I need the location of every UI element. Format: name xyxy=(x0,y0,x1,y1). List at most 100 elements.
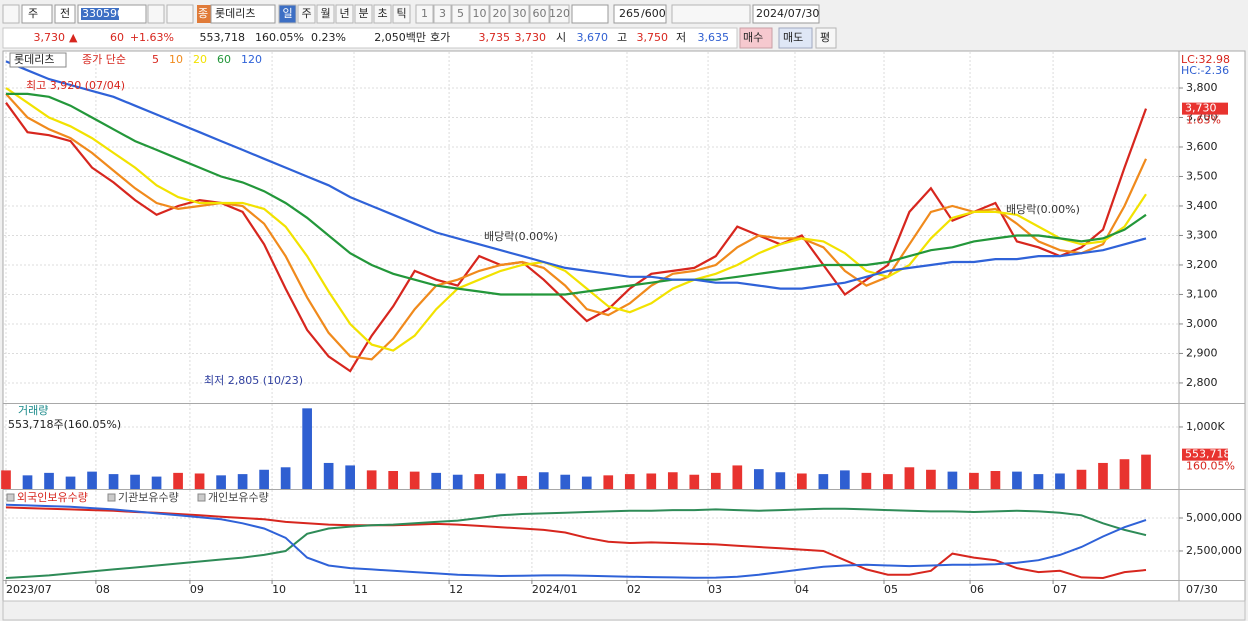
volume-bar xyxy=(1141,454,1151,489)
name-box xyxy=(210,4,276,24)
interval-button[interactable] xyxy=(489,4,510,24)
legend-entry: 기관보유수량 xyxy=(118,491,179,504)
x-tick-label: 10 xyxy=(272,583,286,596)
interval-label: 30 xyxy=(513,7,527,20)
x-tick-label: 07 xyxy=(1053,583,1067,596)
buy: 매수 xyxy=(743,31,763,44)
low-note: 최저 2,805 (10/23) xyxy=(204,374,303,387)
volume-bar xyxy=(797,473,807,489)
period-button[interactable] xyxy=(373,4,392,24)
volume-bar xyxy=(173,472,183,489)
interval-button[interactable] xyxy=(433,4,452,24)
volume-bar xyxy=(1055,473,1065,489)
ask: 3,735 xyxy=(479,31,511,44)
interval-label: 5 xyxy=(457,7,464,20)
volume-bar xyxy=(969,472,979,489)
period-button[interactable] xyxy=(297,4,316,24)
volume-bar xyxy=(904,467,915,489)
x-tick-label: 09 xyxy=(190,583,204,596)
count-box[interactable] xyxy=(613,4,667,24)
period-button[interactable] xyxy=(392,4,411,24)
series-line xyxy=(5,87,1147,352)
last-value: 3,730 xyxy=(1185,102,1217,115)
legend-entry: 외국인보유수량 xyxy=(17,491,88,504)
sell-button[interactable] xyxy=(778,27,813,49)
volume-bar xyxy=(840,470,850,489)
menu-button[interactable] xyxy=(2,4,20,24)
volume-bar xyxy=(237,474,248,489)
legend-entry: 120 xyxy=(241,53,262,66)
turnover: 0.23% xyxy=(311,31,346,44)
volume-bar xyxy=(1098,462,1108,489)
low-label: 저 xyxy=(676,31,686,44)
title-box xyxy=(9,52,67,68)
open: 3,670 xyxy=(577,31,609,44)
legend-entry: 60 xyxy=(217,53,231,66)
volume-bar xyxy=(108,474,119,489)
interval-select[interactable] xyxy=(571,4,609,24)
x-tick-label: 02 xyxy=(627,583,641,596)
volume-bar xyxy=(22,475,33,489)
volume-bar xyxy=(990,471,1001,489)
volume-bar xyxy=(581,476,592,489)
avg-button[interactable] xyxy=(815,27,837,49)
date: 2024/07/30 xyxy=(756,7,819,20)
buy-button[interactable] xyxy=(739,27,773,49)
scrollbar[interactable] xyxy=(2,600,1246,621)
sound-button[interactable] xyxy=(166,4,194,24)
scope-select[interactable] xyxy=(54,4,76,24)
volume-bar xyxy=(517,475,528,489)
volume-bar xyxy=(452,474,463,489)
high: 3,750 xyxy=(637,31,669,44)
volume-bar xyxy=(65,476,76,489)
interval-label: 10 xyxy=(473,7,487,20)
price: 3,730 xyxy=(34,31,66,44)
interval-button[interactable] xyxy=(549,4,570,24)
interval-button[interactable] xyxy=(415,4,434,24)
volume-bar xyxy=(345,465,355,489)
chart-subtitle: 종가 단순 xyxy=(82,53,126,66)
series-line xyxy=(5,506,1147,580)
interval-button[interactable] xyxy=(529,4,550,24)
y-tick-label: 3,600 xyxy=(1186,140,1218,153)
volume-subtitle: 553,718주(160.05%) xyxy=(8,418,121,431)
period-button[interactable] xyxy=(335,4,354,24)
period-button[interactable] xyxy=(354,4,373,24)
volume-bar xyxy=(302,408,312,489)
last-change: 1.63% xyxy=(1186,114,1221,127)
volume-bar xyxy=(194,473,205,489)
volume-bar xyxy=(151,476,162,489)
volume-bar xyxy=(259,469,269,489)
y-tick-label: 2,900 xyxy=(1186,346,1218,359)
direction: ▲ xyxy=(69,31,78,44)
volume-bar xyxy=(710,472,721,489)
interval-button[interactable] xyxy=(469,4,490,24)
date-box[interactable] xyxy=(752,4,820,24)
volume-bar xyxy=(366,470,377,489)
series-line xyxy=(5,503,1147,579)
volume-bar xyxy=(947,471,958,489)
legend-entry: 개인보유수량 xyxy=(208,491,269,504)
interval-button[interactable] xyxy=(509,4,530,24)
interval-label: 60 xyxy=(533,7,547,20)
x-tick-label: 04 xyxy=(795,583,809,596)
volume-bar xyxy=(689,474,700,489)
scope: 전 xyxy=(60,7,70,20)
period-button[interactable] xyxy=(316,4,335,24)
search-button[interactable] xyxy=(147,4,165,24)
x-tick-label: 08 xyxy=(96,583,110,596)
last-value: 553,718 xyxy=(1185,448,1231,461)
amount: 2,050백만 xyxy=(374,31,426,44)
period-label: 년 xyxy=(339,7,349,20)
interval-button[interactable] xyxy=(451,4,470,24)
legend-entry: 5 xyxy=(152,53,159,66)
market-select[interactable] xyxy=(21,4,53,24)
period-label: 초 xyxy=(377,7,387,20)
volume-bar xyxy=(87,471,97,489)
tool-buttons[interactable] xyxy=(671,4,751,24)
volume-bar xyxy=(560,474,571,489)
period-button[interactable] xyxy=(278,4,297,24)
chart-title: 롯데리츠 xyxy=(14,53,54,66)
y-tick-label: 3,400 xyxy=(1186,199,1218,212)
